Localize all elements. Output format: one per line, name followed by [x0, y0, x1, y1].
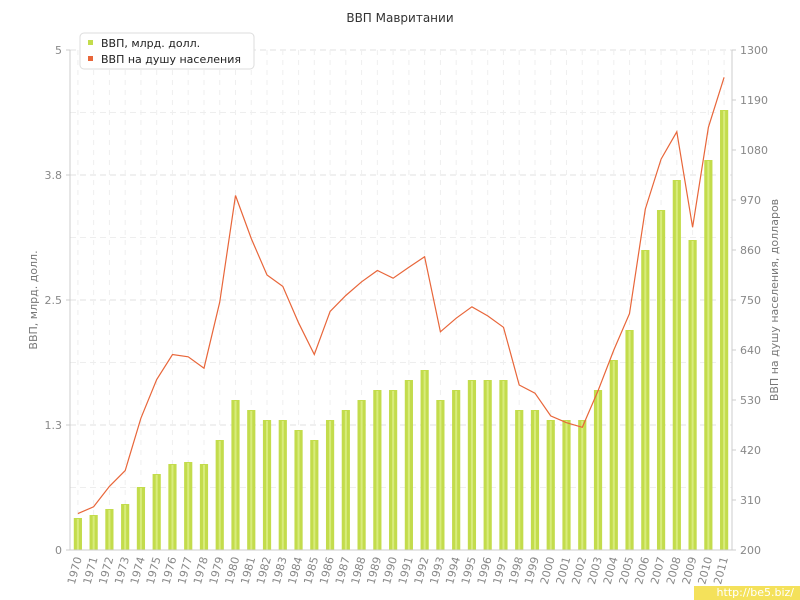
bar-highlight — [266, 421, 269, 550]
bar-highlight — [518, 411, 521, 550]
y2-tick-label: 1300 — [740, 44, 768, 57]
bar-highlight — [581, 421, 584, 550]
y2-tick-label: 200 — [740, 544, 761, 557]
bar-highlight — [597, 391, 600, 550]
gdp-per-capita-line — [77, 77, 725, 515]
bar-highlight — [187, 463, 190, 550]
bar-highlight — [660, 211, 663, 550]
bar-highlight — [470, 381, 473, 550]
y2-tick-label: 310 — [740, 494, 761, 507]
bar-highlight — [549, 421, 552, 550]
y2-tick-label: 640 — [740, 344, 761, 357]
bar-highlight — [407, 381, 410, 550]
bar-series — [73, 110, 729, 550]
bar-highlight — [723, 111, 726, 550]
bar-highlight — [612, 361, 615, 550]
bar-highlight — [313, 441, 316, 550]
chart-title: ВВП Мавритании — [346, 11, 453, 25]
bar-highlight — [92, 516, 95, 550]
y-tick-labels: 0 1.3 2.5 3.8 5 — [45, 44, 70, 557]
x-tick-labels: 1970197119721973197419751976197719781979… — [65, 555, 731, 585]
bar-highlight — [376, 391, 379, 550]
y-tick-label: 2.5 — [45, 294, 63, 307]
bar-highlight — [329, 421, 332, 550]
bar-highlight — [171, 465, 174, 550]
legend-swatch-line — [88, 56, 93, 61]
bar-highlight — [439, 401, 442, 550]
y-axis-label: ВВП, млрд. долл. — [27, 250, 40, 349]
bar-highlight — [297, 431, 300, 550]
bar-highlight — [360, 401, 363, 550]
y2-tick-label: 750 — [740, 294, 761, 307]
y2-tick-label: 420 — [740, 444, 761, 457]
y2-tick-labels: 200 310 420 530 640 750 860 970 1080 1190 1300 — [732, 44, 768, 557]
y-tick-label: 1.3 — [45, 419, 63, 432]
bar-highlight — [691, 241, 694, 550]
bar-highlight — [108, 510, 111, 550]
y-tick-label: 3.8 — [45, 169, 63, 182]
y-tick-label: 5 — [55, 44, 62, 57]
legend-label-line: ВВП на душу населения — [101, 53, 241, 66]
line-series — [77, 77, 725, 515]
y2-tick-label: 1080 — [740, 144, 768, 157]
bar-highlight — [234, 401, 237, 550]
grid — [70, 49, 732, 551]
bar-highlight — [565, 421, 568, 550]
bar-highlight — [486, 381, 489, 550]
bar-highlight — [707, 161, 710, 550]
y2-tick-label: 530 — [740, 394, 761, 407]
bar-highlight — [675, 181, 678, 550]
bar-highlight — [533, 411, 536, 550]
legend-swatch-bar — [88, 40, 93, 45]
legend-label-bar: ВВП, млрд. долл. — [101, 37, 200, 50]
legend-box — [79, 32, 255, 70]
bar-highlight — [392, 391, 395, 550]
y2-tick-label: 1190 — [740, 94, 768, 107]
bar-highlight — [644, 251, 647, 550]
bar-highlight — [202, 465, 205, 550]
y2-tick-label: 970 — [740, 194, 761, 207]
bar-highlight — [628, 331, 631, 550]
bar-highlight — [139, 488, 142, 550]
watermark-background — [694, 586, 800, 600]
bar-highlight — [344, 411, 347, 550]
bar-highlight — [218, 441, 221, 550]
bar-highlight — [155, 475, 158, 550]
y-tick-label: 0 — [55, 544, 62, 557]
bar-highlight — [423, 371, 426, 550]
bar-highlight — [502, 381, 505, 550]
watermark[interactable]: http://be5.biz/ — [716, 586, 794, 599]
bar-highlight — [250, 411, 253, 550]
y2-tick-label: 860 — [740, 244, 761, 257]
bar-highlight — [455, 391, 458, 550]
y2-axis-label: ВВП на душу населения, долларов — [768, 199, 781, 401]
legend: ВВП, млрд. долл. ВВП на душу населения — [79, 32, 255, 70]
bar-highlight — [76, 519, 79, 550]
bar-highlight — [281, 421, 284, 550]
bar-highlight — [124, 505, 127, 550]
